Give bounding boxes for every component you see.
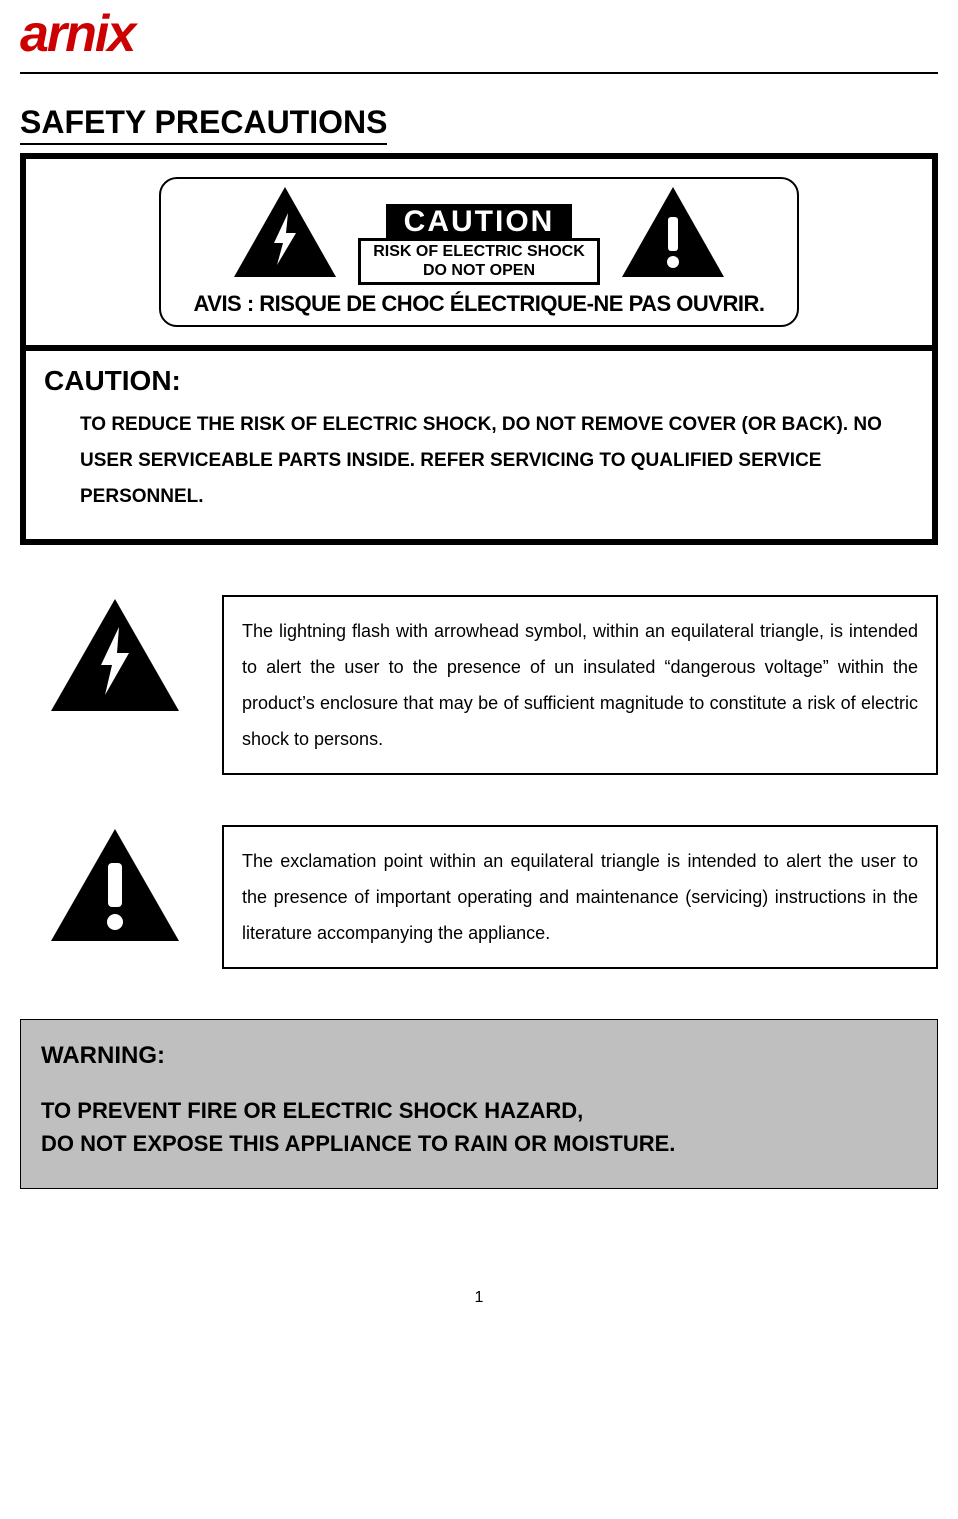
section-title: SAFETY PRECAUTIONS bbox=[20, 104, 387, 145]
page-number: 1 bbox=[20, 1289, 938, 1307]
caution-body: TO REDUCE THE RISK OF ELECTRIC SHOCK, DO… bbox=[44, 407, 914, 515]
lightning-triangle-icon bbox=[230, 185, 340, 285]
exclamation-symbol-row: The exclamation point within an equilate… bbox=[40, 825, 938, 969]
lightning-symbol-icon bbox=[40, 595, 190, 715]
caution-text-area: CAUTION: TO REDUCE THE RISK OF ELECTRIC … bbox=[26, 345, 932, 539]
exclamation-symbol-text: The exclamation point within an equilate… bbox=[222, 825, 938, 969]
caution-center-block: CAUTION RISK OF ELECTRIC SHOCK DO NOT OP… bbox=[358, 204, 600, 285]
caution-heading: CAUTION: bbox=[44, 365, 914, 397]
header: arnix bbox=[20, 0, 938, 74]
caution-sub-line1: RISK OF ELECTRIC SHOCK bbox=[373, 243, 585, 261]
warning-line2: DO NOT EXPOSE THIS APPLIANCE TO RAIN OR … bbox=[41, 1127, 917, 1160]
logo: arnix bbox=[20, 4, 134, 64]
lightning-symbol-row: The lightning flash with arrowhead symbo… bbox=[40, 595, 938, 775]
warning-box: WARNING: TO PREVENT FIRE OR ELECTRIC SHO… bbox=[20, 1019, 938, 1189]
caution-banner-area: CAUTION RISK OF ELECTRIC SHOCK DO NOT OP… bbox=[26, 159, 932, 345]
caution-label: CAUTION bbox=[386, 204, 573, 240]
caution-sub-line2: DO NOT OPEN bbox=[373, 262, 585, 280]
lightning-symbol-text: The lightning flash with arrowhead symbo… bbox=[222, 595, 938, 775]
exclamation-symbol-icon bbox=[40, 825, 190, 945]
warning-line1: TO PREVENT FIRE OR ELECTRIC SHOCK HAZARD… bbox=[41, 1094, 917, 1127]
caution-banner: CAUTION RISK OF ELECTRIC SHOCK DO NOT OP… bbox=[159, 177, 799, 327]
caution-banner-top: CAUTION RISK OF ELECTRIC SHOCK DO NOT OP… bbox=[185, 185, 773, 285]
warning-title: WARNING: bbox=[41, 1042, 917, 1070]
exclamation-triangle-icon bbox=[618, 185, 728, 285]
caution-box: CAUTION RISK OF ELECTRIC SHOCK DO NOT OP… bbox=[20, 153, 938, 545]
warning-body: TO PREVENT FIRE OR ELECTRIC SHOCK HAZARD… bbox=[41, 1094, 917, 1160]
caution-french: AVIS : RISQUE DE CHOC ÉLECTRIQUE-NE PAS … bbox=[194, 291, 765, 317]
caution-sub: RISK OF ELECTRIC SHOCK DO NOT OPEN bbox=[358, 238, 600, 285]
